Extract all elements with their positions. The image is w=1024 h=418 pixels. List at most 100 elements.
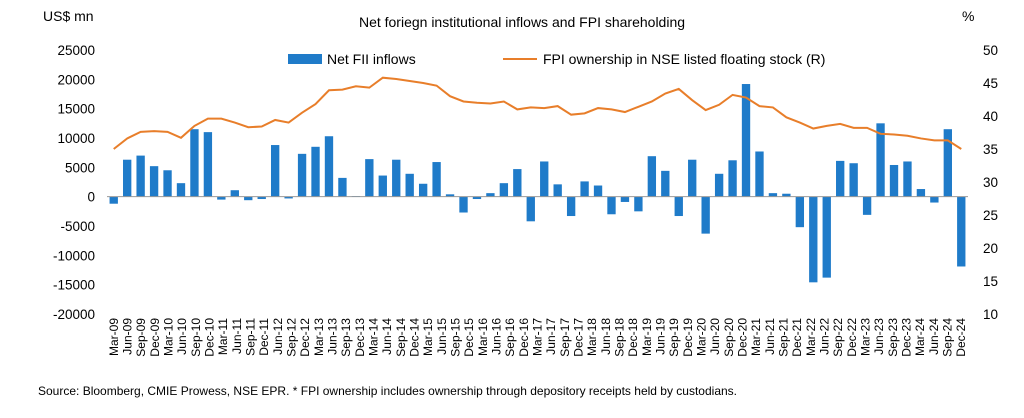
x-tick-label: Dec-22 <box>845 318 859 357</box>
right-tick-label: 35 <box>983 142 998 157</box>
x-tick-label: Sep-15 <box>449 318 463 357</box>
x-tick-label: Dec-11 <box>257 318 271 356</box>
bar <box>486 193 495 197</box>
left-tick-label: 25000 <box>57 43 95 58</box>
right-axis: 10 15 20 25 30 35 40 45 50 <box>983 43 998 322</box>
x-tick-label: Jun-12 <box>271 318 285 355</box>
x-tick-label: Jun-21 <box>763 318 777 355</box>
left-tick-label: -10000 <box>53 248 95 263</box>
legend-label-net-fii-inflows: Net FII inflows <box>327 51 416 67</box>
bar <box>688 159 697 197</box>
bar <box>916 189 926 197</box>
right-tick-label: 15 <box>983 274 998 289</box>
left-axis-unit: US$ mn <box>43 8 94 24</box>
x-tick-label: Mar-21 <box>749 318 763 356</box>
bar <box>526 196 535 222</box>
x-tick-label: Dec-18 <box>626 318 640 357</box>
x-tick-label: Dec-10 <box>203 318 217 357</box>
left-tick-label: 5000 <box>65 160 95 175</box>
right-tick-label: 30 <box>983 175 998 190</box>
x-tick-label: Jun-16 <box>490 318 504 355</box>
bar <box>836 160 845 197</box>
x-tick-label: Jun-22 <box>818 318 832 355</box>
x-tick-label: Mar-10 <box>162 318 176 356</box>
bar <box>822 196 831 278</box>
right-tick-label: 20 <box>983 241 998 256</box>
bar <box>755 151 764 197</box>
x-tick-label: Mar-23 <box>859 318 873 356</box>
bar <box>324 136 334 197</box>
x-tick-label: Dec-20 <box>736 318 750 357</box>
x-tick-label: Jun-11 <box>230 318 244 354</box>
bar-series <box>109 84 966 283</box>
x-tick-label: Jun-24 <box>927 318 941 355</box>
x-tick-label: Mar-17 <box>531 318 545 356</box>
bar <box>620 196 630 202</box>
bar <box>957 196 966 267</box>
x-tick-label: Sep-09 <box>134 318 148 357</box>
left-tick-label: 15000 <box>57 102 95 117</box>
bar <box>257 196 266 200</box>
x-tick-label: Sep-17 <box>558 318 572 357</box>
bar <box>674 196 683 217</box>
x-tick-label: Sep-22 <box>831 318 845 357</box>
x-tick-label: Dec-14 <box>408 318 422 357</box>
x-tick-label: Sep-23 <box>886 318 900 357</box>
bar <box>284 196 293 199</box>
bar <box>149 166 159 197</box>
x-tick-label: Mar-15 <box>421 318 435 356</box>
x-tick-label: Jun-20 <box>708 318 722 355</box>
bar <box>244 196 253 201</box>
x-tick-label: Dec-21 <box>790 318 804 357</box>
bar <box>123 159 132 197</box>
source-note: Source: Bloomberg, CMIE Prowess, NSE EPR… <box>38 384 737 398</box>
x-tick-label: Mar-11 <box>216 318 230 355</box>
bar <box>607 196 616 215</box>
x-tick-label: Mar-13 <box>312 318 326 356</box>
bar <box>432 162 441 197</box>
right-axis-unit: % <box>962 8 974 24</box>
x-tick-label: Jun-19 <box>654 318 668 355</box>
bar <box>889 164 899 197</box>
x-tick-label: Sep-19 <box>667 318 681 357</box>
left-axis: -20000 -15000 -10000 -5000 0 5000 10000 15000 20… <box>53 43 95 322</box>
left-tick-label: 0 <box>87 190 95 205</box>
bar <box>203 132 213 197</box>
x-tick-label: Mar-24 <box>913 318 927 356</box>
x-tick-label: Sep-14 <box>394 318 408 357</box>
fpi-ownership-line <box>113 76 962 150</box>
bar <box>445 194 455 197</box>
bar <box>270 145 280 197</box>
bar <box>338 177 347 197</box>
x-tick-label: Sep-11 <box>244 318 258 356</box>
left-tick-label: -15000 <box>53 278 95 293</box>
bar <box>634 196 643 212</box>
right-tick-label: 50 <box>983 43 998 58</box>
x-tick-label: Jun-10 <box>175 318 189 355</box>
x-tick-label: Jun-15 <box>435 318 449 355</box>
x-tick-label: Sep-10 <box>189 318 203 357</box>
bar <box>392 159 401 197</box>
bar <box>809 196 818 283</box>
left-tick-label: 10000 <box>57 131 95 146</box>
x-tick-label: Sep-13 <box>339 318 353 357</box>
bar <box>163 170 172 197</box>
x-tick-label: Sep-20 <box>722 318 736 357</box>
left-tick-label: -5000 <box>60 219 95 234</box>
x-tick-label: Jun-17 <box>544 318 558 355</box>
bar <box>930 196 939 203</box>
x-tick-label: Mar-16 <box>476 318 490 356</box>
bar <box>862 196 872 215</box>
legend-swatch-net-fii-inflows <box>288 54 322 64</box>
bar <box>499 183 509 197</box>
bar <box>768 193 778 197</box>
right-tick-label: 40 <box>983 109 998 124</box>
x-tick-label: Mar-22 <box>804 318 818 356</box>
x-tick-label: Mar-19 <box>640 318 654 356</box>
x-tick-label: Mar-20 <box>695 318 709 356</box>
legend: Net FII inflows FPI ownership in NSE lis… <box>288 51 825 67</box>
x-tick-label: Sep-21 <box>777 318 791 357</box>
bar <box>176 183 186 197</box>
bar <box>190 129 199 197</box>
bar <box>365 159 374 197</box>
